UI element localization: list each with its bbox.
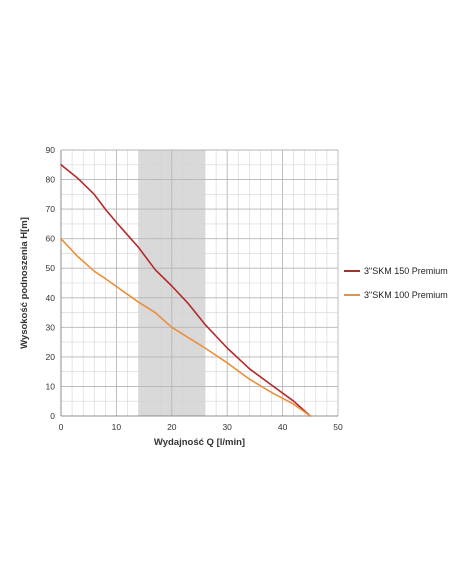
legend: 3"SKM 150 Premium 3"SKM 100 Premium (344, 266, 448, 300)
x-tick-label: 30 (222, 422, 232, 432)
axis-layer (60, 150, 338, 417)
y-tick-label: 70 (46, 204, 56, 214)
tick-label-layer: 0 10 20 30 40 50 0 10 20 30 40 50 60 70 80 90 (46, 145, 343, 432)
x-tick-label: 0 (59, 422, 64, 432)
series-line-1 (60, 164, 312, 417)
y-tick-label: 80 (46, 175, 56, 185)
y-tick-label: 60 (46, 234, 56, 244)
y-tick-label: 40 (46, 293, 56, 303)
x-tick-label: 20 (167, 422, 177, 432)
y-axis-title: Wysokość podnoszenia H[m] (19, 217, 30, 349)
y-tick-label: 0 (50, 411, 55, 421)
grid-layer (60, 149, 339, 417)
series-layer (60, 164, 312, 417)
legend-label-series-2: 3"SKM 100 Premium (364, 290, 448, 300)
legend-label-series-1: 3"SKM 150 Premium (364, 266, 448, 276)
y-tick-label: 20 (46, 352, 56, 362)
x-tick-label: 50 (333, 422, 343, 432)
series-line-2 (60, 237, 312, 417)
y-tick-label: 90 (46, 145, 56, 155)
y-tick-label: 30 (46, 322, 56, 332)
y-tick-label: 50 (46, 263, 56, 273)
x-tick-label: 10 (112, 422, 122, 432)
x-tick-label: 40 (278, 422, 288, 432)
y-tick-label: 10 (46, 381, 56, 391)
x-axis-title: Wydajność Q [l/min] (154, 437, 245, 448)
